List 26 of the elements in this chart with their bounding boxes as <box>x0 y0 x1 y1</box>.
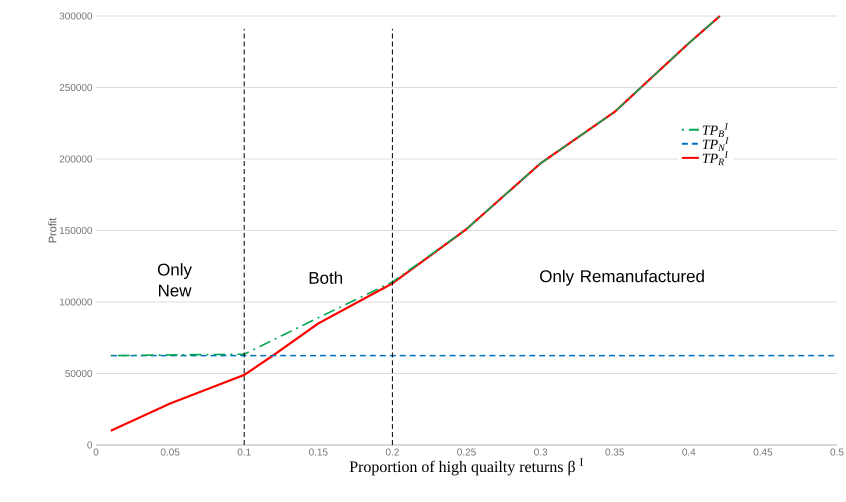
y-tick-label: 150000 <box>60 226 92 234</box>
x-tick-label: 0.5 <box>830 448 844 456</box>
x-tick-label: 0.25 <box>457 448 476 456</box>
y-tick-label: 200000 <box>60 155 92 163</box>
x-tick-label: 0.4 <box>682 448 696 456</box>
x-tick-label: 0.05 <box>160 448 180 456</box>
y-tick-label: 100000 <box>60 298 92 306</box>
y-tick-label: 250000 <box>60 84 92 92</box>
annotation: Only Remanufactured <box>540 270 704 286</box>
legend-label: TP$_{R}$I <box>702 151 728 166</box>
legend-label: TP$_{N}$I <box>702 137 729 151</box>
x-tick-label: 0.45 <box>754 448 772 456</box>
x-tick-label: 0.2 <box>386 448 399 456</box>
x-tick-label: 0.35 <box>605 448 624 456</box>
x-axis-title: Proportion of high quailty returns β $^{I}$ <box>350 458 583 476</box>
annotation: Only New <box>158 263 192 297</box>
annotation: Both <box>310 271 342 284</box>
legend-label: TP$_{B}$I <box>702 123 728 137</box>
y-axis-title: Profit <box>48 218 56 242</box>
y-tick-label: 300000 <box>60 12 92 20</box>
y-tick-label: 0 <box>87 441 92 449</box>
y-tick-label: 50000 <box>65 370 92 378</box>
x-tick-label: 0.1 <box>238 448 251 456</box>
x-tick-label: 0.3 <box>534 448 548 456</box>
x-tick-label: 0.15 <box>309 448 328 456</box>
x-tick-label: 0 <box>94 448 98 456</box>
